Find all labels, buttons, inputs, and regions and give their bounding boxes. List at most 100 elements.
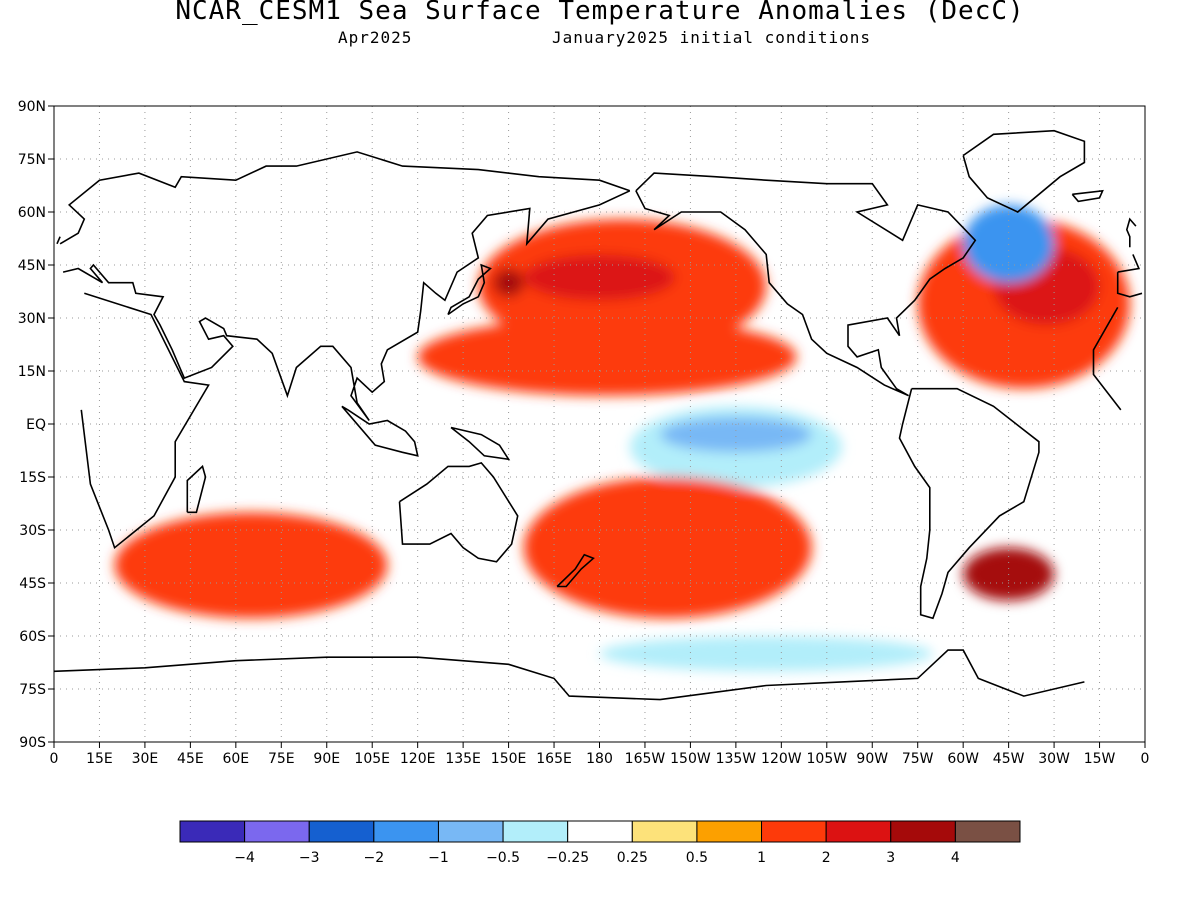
lon-tick-label: 45E xyxy=(177,751,204,767)
coastline-indonesia xyxy=(341,405,419,457)
lon-tick-label: 135W xyxy=(716,751,757,767)
colorbar-label: 4 xyxy=(951,850,960,866)
colorbar-swatch xyxy=(954,820,1021,843)
coastline-uk xyxy=(1125,217,1137,248)
coastline-asia-east xyxy=(1116,272,1143,298)
lon-tick-label: 150W xyxy=(670,751,711,767)
colorbar-swatch xyxy=(179,820,246,843)
coastline-australia xyxy=(398,461,519,563)
lon-tick-label: 150E xyxy=(491,751,527,767)
lat-tick-label: 60S xyxy=(19,629,46,645)
lat-tick-label: 30N xyxy=(18,311,46,327)
lon-tick-label: 30W xyxy=(1038,751,1070,767)
colorbar-label: −4 xyxy=(234,850,255,866)
colorbar: −4 −3 −2 −1 −0.5 −0.25 0.25 0.5 1 2 3 4 xyxy=(179,820,1021,866)
lon-tick-label: 135E xyxy=(445,751,481,767)
lat-tick-label: 90S xyxy=(19,735,46,751)
coastline-north-america xyxy=(635,172,977,397)
anomaly-southern-ocean-cool xyxy=(599,636,933,672)
coastline-uk xyxy=(56,236,61,245)
colorbar-swatch xyxy=(567,820,633,843)
lon-tick-label: 120W xyxy=(761,751,802,767)
lon-tick-label: 0 xyxy=(50,751,59,767)
lon-tick-label: 105W xyxy=(807,751,848,767)
coastline-asia-east xyxy=(62,190,631,421)
colorbar-label: −2 xyxy=(364,850,385,866)
colorbar-label: 1 xyxy=(757,850,766,866)
lat-tick-label: 30S xyxy=(19,523,46,539)
colorbar-swatch xyxy=(761,820,827,843)
anomaly-kuroshio-hotspot xyxy=(493,268,524,297)
lon-tick-label: 30E xyxy=(132,751,159,767)
lon-tick-label: 180 xyxy=(586,751,613,767)
coastline-greenland xyxy=(962,129,1086,213)
lat-tick-label: EQ xyxy=(26,417,46,433)
lon-tick-label: 165W xyxy=(625,751,666,767)
lon-tick-label: 0 xyxy=(1141,751,1150,767)
anomaly-equatorial-pacific-cool-core xyxy=(660,416,812,453)
lat-tick-label: 75S xyxy=(19,682,46,698)
forecast-month: Apr2025 xyxy=(338,28,413,47)
colorbar-swatch xyxy=(825,820,892,843)
coastline-africa xyxy=(1092,307,1122,411)
map-title: NCAR_CESM1 Sea Surface Temperature Anoma… xyxy=(175,0,1025,26)
colorbar-label: 0.5 xyxy=(686,850,708,866)
graticule xyxy=(54,106,1145,742)
colorbar-label: −1 xyxy=(428,850,449,866)
coastline-south-america xyxy=(898,387,1040,620)
colorbar-swatch xyxy=(244,820,310,843)
longitude-axis: 0 15E 30E 45E 60E 75E 90E 105E 120E 135E 150E 165E 1… xyxy=(50,742,1150,767)
colorbar-swatch xyxy=(696,820,763,843)
colorbar-swatch xyxy=(373,820,439,843)
coastline-antarctica xyxy=(54,649,1085,701)
colorbar-label: 3 xyxy=(886,850,895,866)
colorbar-label: −3 xyxy=(299,850,320,866)
coastline-europe xyxy=(59,151,631,245)
lon-tick-label: 60W xyxy=(947,751,979,767)
colorbar-label: −0.5 xyxy=(486,850,520,866)
coastline-japan xyxy=(447,263,492,316)
anomaly-south-pacific-warm xyxy=(523,477,812,619)
lat-tick-label: 75N xyxy=(18,152,46,168)
coastline-madagascar xyxy=(186,464,207,514)
colorbar-label: 2 xyxy=(822,850,831,866)
colorbar-label: 0.25 xyxy=(617,850,648,866)
anomaly-indian-ocean-south xyxy=(114,512,388,619)
lon-tick-label: 165E xyxy=(536,751,572,767)
lat-tick-label: 15N xyxy=(18,364,46,380)
colorbar-swatch xyxy=(308,820,375,843)
lon-tick-label: 15E xyxy=(86,751,113,767)
coastline-iceland xyxy=(1071,189,1104,203)
latitude-axis: 90N 75N 60N 45N 30N 15N EQ 15S 30S 45S 60S 75S 90S xyxy=(18,99,54,751)
anomaly-labrador-cool xyxy=(963,204,1055,283)
anomaly-central-pacific-band xyxy=(417,318,797,396)
anomaly-field xyxy=(114,204,1130,672)
lon-tick-label: 120E xyxy=(400,751,436,767)
coastline-europe xyxy=(1117,254,1141,273)
anomaly-north-pacific-core xyxy=(523,254,676,301)
lat-tick-label: 90N xyxy=(18,99,46,115)
lat-tick-label: 45S xyxy=(19,576,46,592)
initial-conditions: January2025 initial conditions xyxy=(552,28,871,47)
lat-tick-label: 15S xyxy=(19,470,46,486)
lat-tick-label: 60N xyxy=(18,205,46,221)
lon-tick-label: 75E xyxy=(268,751,295,767)
lat-tick-label: 45N xyxy=(18,258,46,274)
coastline-new-guinea xyxy=(450,426,511,461)
colorbar-swatch xyxy=(437,820,504,843)
coastline-africa xyxy=(80,292,210,550)
lon-tick-label: 15W xyxy=(1084,751,1116,767)
coastlines xyxy=(54,129,1143,701)
lon-tick-label: 90W xyxy=(856,751,888,767)
lon-tick-label: 60E xyxy=(222,751,249,767)
colorbar-swatch xyxy=(890,820,956,843)
colorbar-swatch xyxy=(502,820,569,843)
lon-tick-label: 90E xyxy=(313,751,340,767)
lon-tick-label: 75W xyxy=(902,751,934,767)
lon-tick-label: 45W xyxy=(993,751,1025,767)
colorbar-label: −0.25 xyxy=(546,850,589,866)
colorbar-swatch xyxy=(631,820,698,843)
coastline-new-zealand xyxy=(556,553,595,588)
lon-tick-label: 105E xyxy=(354,751,390,767)
